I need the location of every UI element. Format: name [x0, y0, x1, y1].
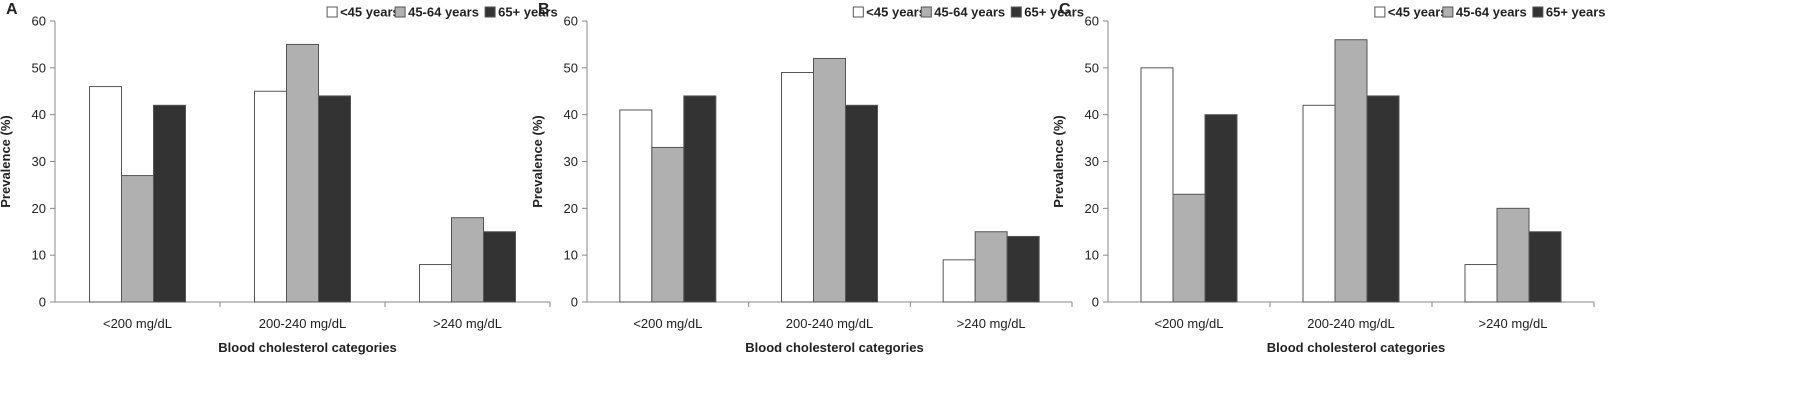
- y-axis-title: Prevalence (%): [530, 115, 545, 208]
- legend-swatch: [484, 6, 496, 18]
- y-tick-label: 60: [1085, 14, 1099, 29]
- legend-swatch: [852, 6, 864, 18]
- y-tick-label: 40: [564, 107, 578, 122]
- y-tick-label: 30: [32, 154, 46, 169]
- y-tick-label: 30: [1085, 154, 1099, 169]
- y-axis-title: Prevalence (%): [0, 115, 13, 208]
- x-axis-title: Blood cholesterol categories: [1267, 340, 1445, 355]
- bar: [451, 217, 484, 303]
- bar: [1204, 114, 1238, 303]
- y-tick-label: 50: [1085, 60, 1099, 75]
- bar: [1006, 235, 1040, 303]
- bar: [1302, 104, 1336, 303]
- bar: [483, 231, 516, 303]
- x-tick-label: <200 mg/dL: [633, 316, 702, 331]
- y-tick-label: 40: [32, 107, 46, 122]
- y-tick-label: 20: [564, 201, 578, 216]
- x-tick-label: >240 mg/dL: [1478, 316, 1547, 331]
- legend-label: <45 years: [866, 5, 926, 20]
- bar: [89, 86, 122, 303]
- y-tick-label: 0: [1092, 295, 1099, 310]
- y-tick-label: 0: [571, 295, 578, 310]
- x-tick-label: >240 mg/dL: [957, 316, 1026, 331]
- legend: <45 years 45-64 years 65+ years: [1374, 5, 1606, 20]
- bar: [942, 259, 976, 303]
- y-tick-label: 10: [1085, 248, 1099, 263]
- x-tick-label: 200-240 mg/dL: [786, 316, 873, 331]
- chart-panel-c: C 0 10 20 30 40 50 60 Prevalence (%) <200 mg/dL 20…: [1051, 1, 1606, 355]
- legend-label: 65+ years: [1024, 5, 1084, 20]
- legend-label: <45 years: [340, 5, 400, 20]
- legend-swatch: [1532, 6, 1544, 18]
- panel-label: C: [1059, 1, 1071, 18]
- bar: [153, 104, 186, 303]
- x-tick-label: 200-240 mg/dL: [259, 316, 346, 331]
- bar: [318, 95, 351, 303]
- x-axis-title: Blood cholesterol categories: [218, 340, 396, 355]
- bar: [1464, 264, 1498, 303]
- legend-swatch: [394, 6, 406, 18]
- legend-label: 45-64 years: [934, 5, 1005, 20]
- bar: [286, 43, 319, 303]
- bar: [619, 109, 653, 303]
- bar: [1496, 207, 1530, 303]
- y-tick-label: 0: [39, 295, 46, 310]
- y-tick-label: 50: [564, 60, 578, 75]
- bar: [974, 231, 1008, 303]
- panel-label: B: [538, 1, 550, 18]
- chart-panel-b: B 0 10 20 30 40 50 60 Prevalence (%) <200 mg/dL 20…: [530, 1, 1084, 355]
- legend-label: 45-64 years: [1456, 5, 1527, 20]
- legend-swatch: [1374, 6, 1386, 18]
- legend-label: 65+ years: [1546, 5, 1606, 20]
- x-tick-label: <200 mg/dL: [103, 316, 172, 331]
- legend-swatch: [326, 6, 338, 18]
- x-tick-label: 200-240 mg/dL: [1307, 316, 1394, 331]
- x-tick-label: >240 mg/dL: [433, 316, 502, 331]
- y-tick-label: 20: [1085, 201, 1099, 216]
- bar: [419, 264, 452, 303]
- bar: [1334, 39, 1368, 303]
- legend-swatch: [920, 6, 932, 18]
- y-tick-label: 20: [32, 201, 46, 216]
- legend: <45 years 45-64 years 65+ years: [852, 5, 1084, 20]
- legend-label: <45 years: [1388, 5, 1448, 20]
- bar: [781, 72, 814, 303]
- bar: [1140, 67, 1174, 303]
- bar: [683, 95, 717, 303]
- legend-swatch: [1010, 6, 1022, 18]
- legend-label: 45-64 years: [408, 5, 479, 20]
- y-tick-label: 40: [1085, 107, 1099, 122]
- legend-swatch: [1442, 6, 1454, 18]
- x-axis-title: Blood cholesterol categories: [745, 340, 923, 355]
- bar: [121, 175, 154, 303]
- bar: [254, 90, 287, 303]
- y-tick-label: 60: [32, 14, 46, 29]
- y-tick-label: 60: [564, 14, 578, 29]
- legend: <45 years 45-64 years 65+ years: [326, 5, 558, 20]
- panel-label: A: [6, 1, 18, 18]
- bar: [1528, 231, 1562, 303]
- chart-panel-a: A 0 10 20 30 40 50 60 Prevalence (%) <200 mg/dL 20…: [0, 1, 558, 355]
- y-axis-title: Prevalence (%): [1051, 115, 1066, 208]
- y-tick-label: 10: [32, 248, 46, 263]
- y-tick-label: 30: [564, 154, 578, 169]
- bar: [1366, 95, 1400, 303]
- y-tick-label: 50: [32, 60, 46, 75]
- bar: [813, 57, 846, 303]
- bar: [651, 146, 685, 303]
- bar: [1172, 193, 1206, 303]
- x-tick-label: <200 mg/dL: [1154, 316, 1223, 331]
- y-tick-label: 10: [564, 248, 578, 263]
- bar: [845, 104, 878, 303]
- legend-label: 65+ years: [498, 5, 558, 20]
